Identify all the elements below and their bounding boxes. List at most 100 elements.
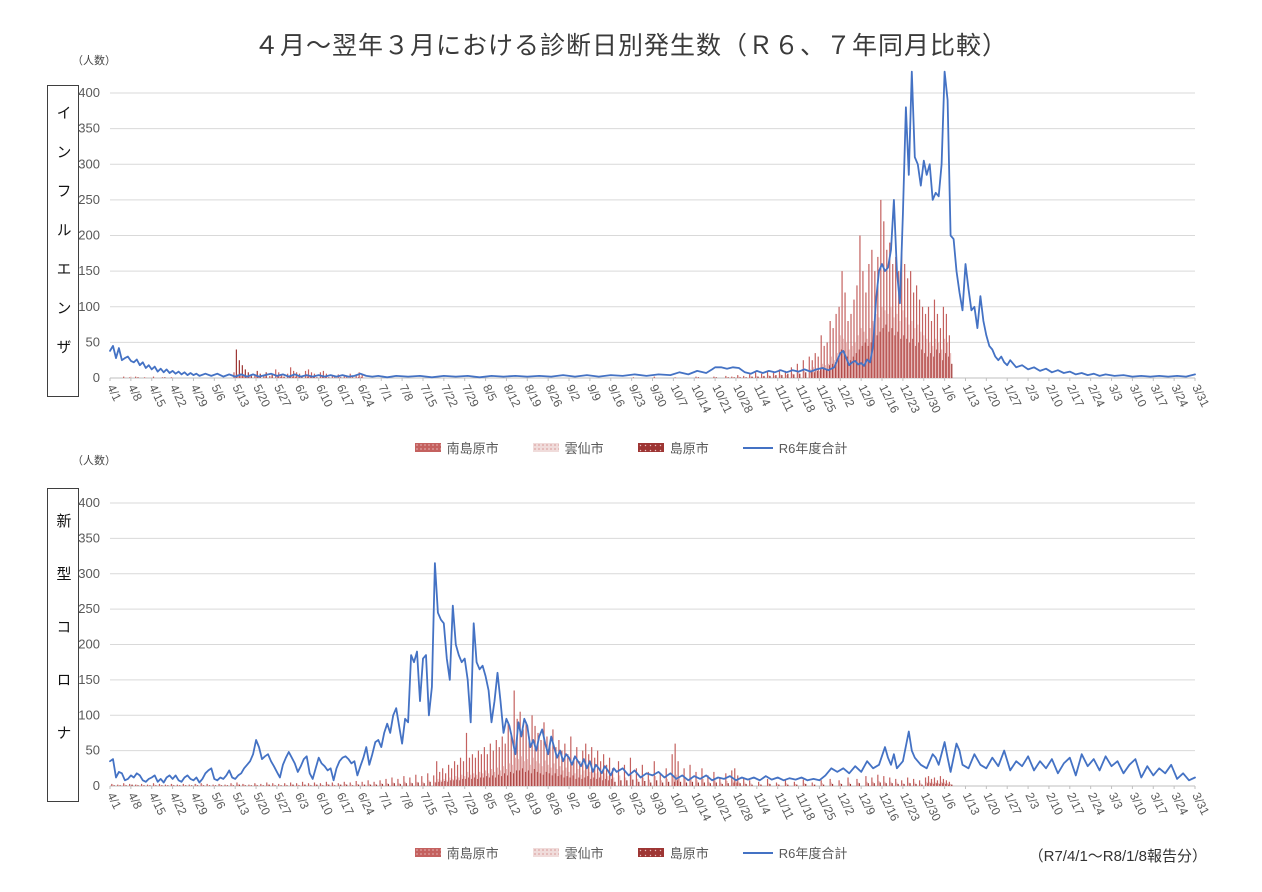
x-axis-tick-label: 4/22 [167,382,190,409]
legend-item-unzen: 雲仙市 [532,438,604,457]
x-axis-tick-label: 1/6 [939,382,959,403]
x-axis-tick-label: 7/1 [376,382,396,403]
unzen-swatch-icon [532,848,559,857]
influenza-legend: 南島原市 雲仙市 島原市 R6年度合計 [0,438,1262,457]
x-axis-tick-label: 5/13 [230,382,253,409]
x-axis-tick-label: 3/3 [1106,382,1126,403]
x-axis-tick-label: 1/20 [981,790,1004,817]
x-axis-tick-label: 1/13 [960,790,983,817]
y-axis-tick-label: 350 [78,121,100,136]
x-axis-tick-label: 8/26 [543,382,566,409]
x-axis-tick-label: 5/6 [209,790,229,811]
x-axis-tick-label: 11/11 [772,382,797,414]
legend-item-r6-total: R6年度合計 [742,438,848,457]
x-axis-tick-label: 1/27 [1002,382,1025,409]
legend-label: 雲仙市 [564,846,604,861]
r6-total-line [109,70,1196,379]
x-axis-tick-label: 4/15 [146,382,169,409]
x-axis-tick-label: 9/23 [626,790,649,817]
shimabara-swatch-icon [637,443,664,452]
x-axis-tick-label: 9/23 [626,382,649,409]
x-axis-tick-label: 3/24 [1168,790,1191,817]
x-axis-tick-label: 4/8 [125,382,145,403]
x-axis-tick-label: 2/3 [1022,382,1042,403]
y-axis-tick-label: 50 [86,743,100,758]
x-axis-tick-label: 5/27 [271,790,294,817]
x-axis-tick-label: 1/6 [939,790,959,811]
x-axis-tick-label: 8/12 [501,382,524,409]
legend-label: R6年度合計 [778,441,848,456]
x-axis-tick-label: 12/9 [856,790,879,817]
x-axis-tick-label: 9/9 [584,790,604,811]
y-axis-tick-label: 200 [78,228,100,243]
x-axis-tick-label: 3/17 [1148,382,1171,409]
covid-chart: 0 50 100 150 200 250 300 350 400 4/1 4/8 4/154/224/… [78,495,1212,824]
x-axis-tick-label: 6/24 [355,790,378,817]
x-axis-tick-label: 2/10 [1043,382,1066,409]
x-axis-tick-label: 7/8 [396,790,416,811]
legend-item-minamishimabara: 南島原市 [414,438,499,457]
x-axis-tick-label: 7/15 [417,382,440,409]
y-axis-tick-label: 0 [93,370,100,385]
x-axis-tick-label: 1/20 [981,382,1004,409]
y-axis-tick-label: 400 [78,85,100,100]
x-axis-tick-label: 1/27 [1002,790,1025,817]
y-axis-tick-label: 200 [78,637,100,652]
x-axis-tick-label: 9/2 [563,382,583,403]
legend-label: 島原市 [669,846,709,861]
gridlines: 0 50 100 150 200 250 300 350 400 [78,85,1195,385]
x-axis-tick-label: 3/31 [1189,382,1212,409]
legend-label: 雲仙市 [564,441,604,456]
x-axis-tick-label: 3/3 [1106,790,1126,811]
page-title: ４月～翌年３月における診断日別発生数（Ｒ６、７年同月比較） [253,32,1008,60]
x-axis-tick-label: 2/17 [1064,382,1087,409]
unzen-swatch-icon [532,443,559,452]
x-axis-labels: 4/1 4/8 4/154/224/295/6 5/135/205/276/3 6/10… [104,378,1212,416]
legend-label: 島原市 [669,441,709,456]
x-axis-tick-label: 2/17 [1064,790,1087,817]
x-axis-tick-label: 6/3 [292,382,312,403]
x-axis-tick-label: 1/13 [960,382,983,409]
city-bars [111,690,953,787]
x-axis-tick-label: 3/10 [1127,382,1150,409]
x-axis-tick-label: 6/3 [292,790,312,811]
x-axis-tick-label: 10/7 [668,790,691,817]
x-axis-tick-label: 3/17 [1148,790,1171,817]
legend-label: R6年度合計 [778,846,848,861]
x-axis-tick-label: 3/10 [1127,790,1150,817]
x-axis-tick-label: 4/8 [125,790,145,811]
x-axis-tick-label: 3/31 [1189,790,1212,817]
gridlines: 0 50 100 150 200 250 300 350 400 [78,495,1195,793]
x-axis-labels: 4/1 4/8 4/154/224/295/6 5/135/205/276/3 6/10… [104,786,1212,824]
x-axis-tick-label: 7/22 [438,790,461,817]
x-axis-tick-label: 6/10 [313,790,336,817]
x-axis-tick-label: 6/10 [313,382,336,409]
x-axis-tick-label: 7/1 [376,790,396,811]
x-axis-tick-label: 11/11 [772,790,797,822]
y-axis-tick-label: 250 [78,601,100,616]
legend-item-minamishimabara: 南島原市 [414,843,499,862]
y-axis-tick-label: 400 [78,495,100,510]
x-axis-tick-label: 9/30 [647,382,670,409]
legend-label: 南島原市 [446,441,499,456]
x-axis-tick-label: 7/15 [417,790,440,817]
x-axis-tick-label: 9/30 [647,790,670,817]
legend-item-unzen: 雲仙市 [532,843,604,862]
x-axis-tick-label: 4/29 [188,382,211,409]
x-axis-tick-label: 5/6 [209,382,229,403]
y-axis-tick-label: 100 [78,299,100,314]
x-axis-tick-label: 4/22 [167,790,190,817]
x-axis-tick-label: 5/20 [250,790,273,817]
x-axis-tick-label: 5/20 [250,382,273,409]
x-axis-tick-label: 10/7 [668,382,691,409]
x-axis-tick-label: 4/15 [146,790,169,817]
x-axis-tick-label: 8/19 [522,790,545,817]
x-axis-tick-label: 7/22 [438,382,461,409]
y-axis-tick-label: 250 [78,192,100,207]
y-axis-tick-label: 150 [78,263,100,278]
y-axis-tick-label: 300 [78,566,100,581]
x-axis-tick-label: 9/2 [563,790,583,811]
x-axis-tick-label: 8/19 [522,382,545,409]
covid-category-label: 新型コロナ [54,512,72,778]
